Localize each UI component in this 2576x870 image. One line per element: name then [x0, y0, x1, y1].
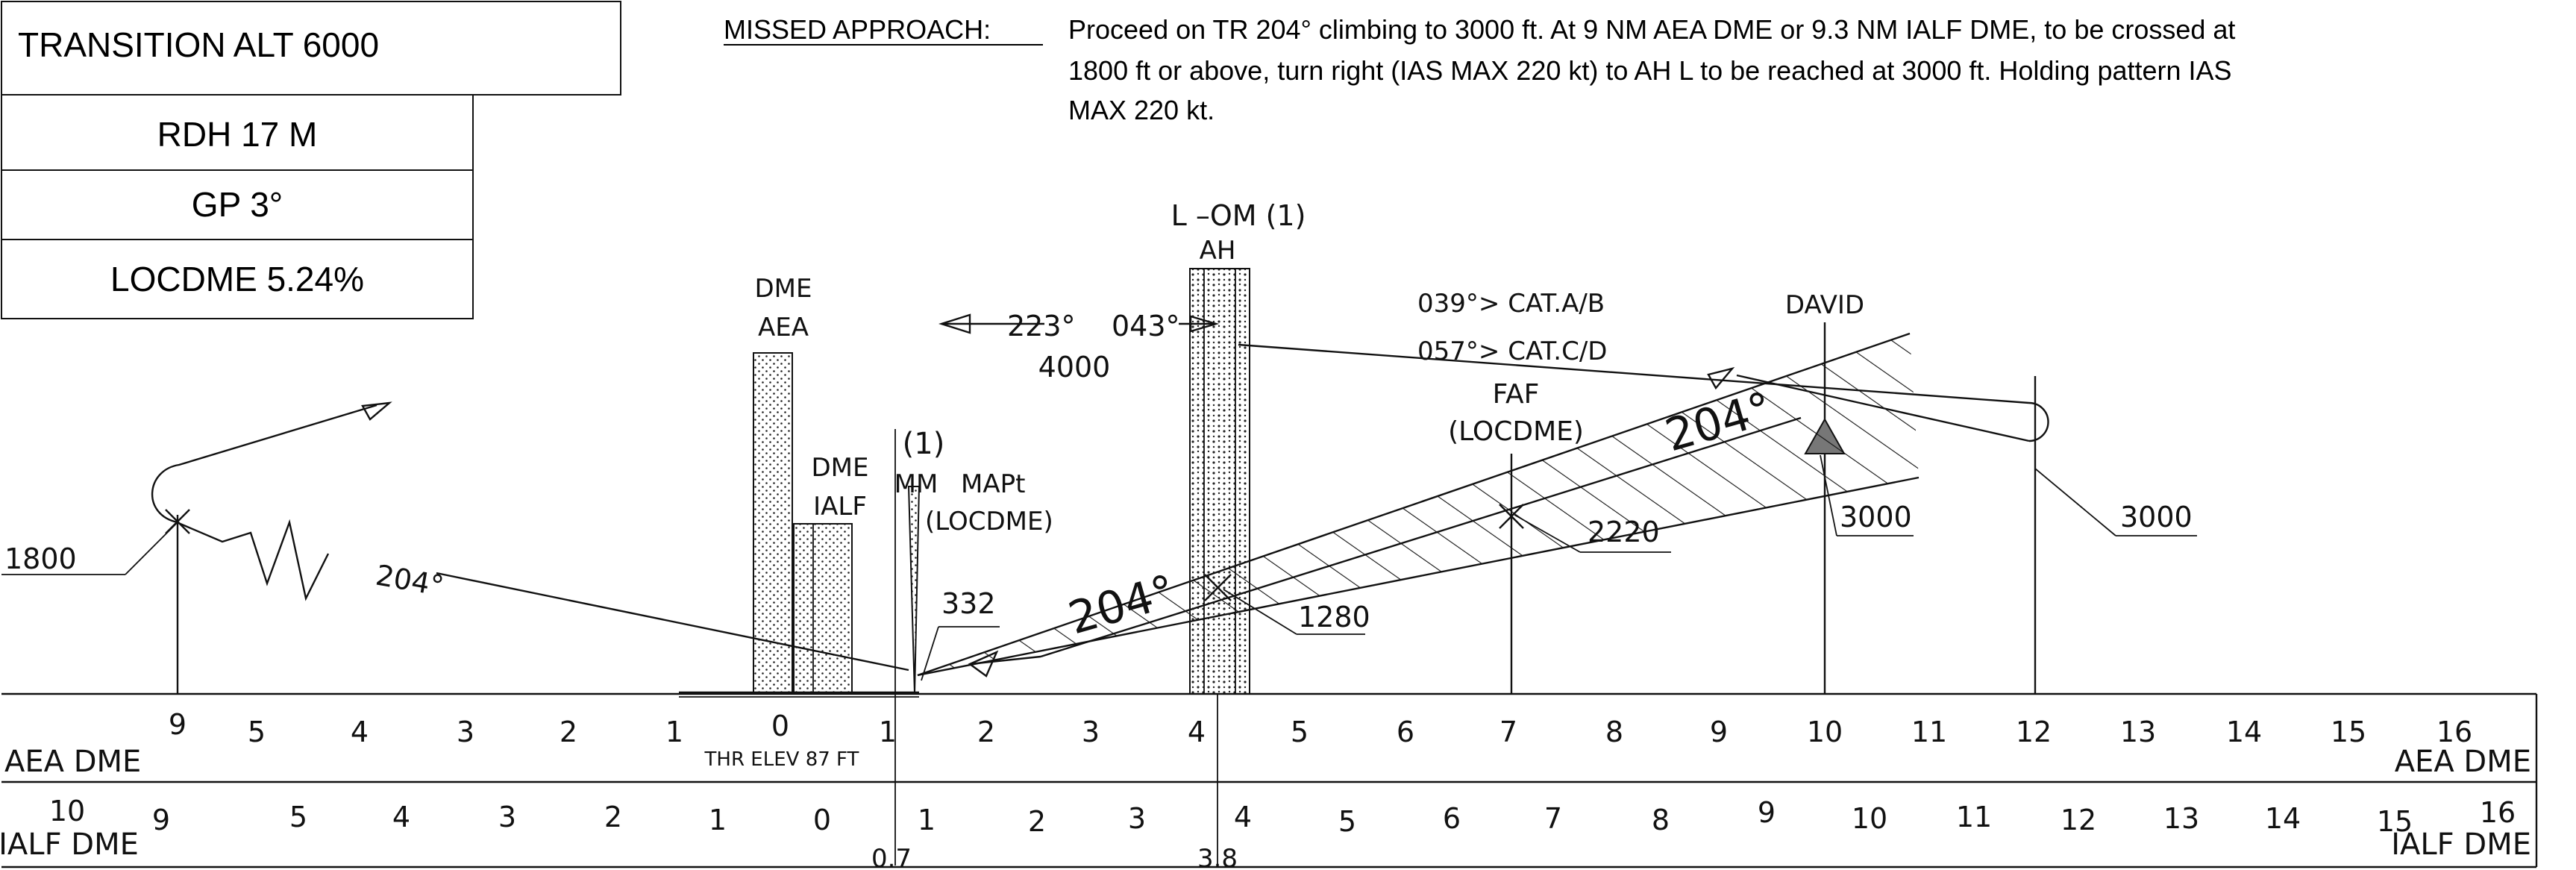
bottom-tick-label: 5 — [289, 801, 307, 833]
bottom-tick-label: 1 — [918, 804, 936, 836]
top-scale-name-right: AEA DME — [2395, 745, 2531, 779]
altitude-3000-label-b: 3000 — [2120, 501, 2193, 533]
top-tick-label: 6 — [1397, 716, 1414, 748]
top-tick-label: 2 — [560, 716, 577, 748]
faf-label: FAF — [1493, 379, 1540, 410]
profile-view: DME AEA DME IALF (1) MM MAPt (LOCDME) L … — [1, 199, 2197, 866]
altitude-332-label: 332 — [941, 587, 996, 620]
bottom-tick-label: 13 — [2163, 802, 2199, 835]
rdh-text: RDH 17 M — [157, 115, 318, 154]
top-scale-ticks: 9 5 4 3 2 1 0 1 2 3 4 5 6 7 8 9 10 11 12… — [169, 708, 2472, 748]
glidepath-text: GP 3° — [192, 185, 283, 224]
bottom-tick-label: 9 — [1758, 796, 1776, 829]
dme-aea-label-1: DME — [755, 274, 812, 304]
bottom-scale-name-right: IALF DME — [2391, 827, 2531, 862]
dme-ialf-label-1: DME — [812, 453, 869, 483]
bottom-tick-label: 2 — [1028, 805, 1046, 838]
top-tick-label: 12 — [2016, 716, 2052, 748]
dme-ialf-label-2: IALF — [813, 492, 867, 522]
holding-altitude-label: 4000 — [1038, 351, 1111, 384]
missed-approach-line-1: Proceed on TR 204° climbing to 3000 ft. … — [1068, 14, 2235, 45]
bottom-scale-name-left: IALF DME — [0, 827, 139, 862]
top-tick-label: 9 — [169, 708, 187, 741]
bottom-tick-label: 4 — [1234, 801, 1252, 833]
altitude-1800-label: 1800 — [4, 542, 77, 575]
bottom-tick-label: 3 — [1128, 802, 1146, 835]
om-label: L –OM (1) — [1171, 199, 1306, 232]
mm-marker-beam — [907, 486, 921, 695]
track-label-left: 204° — [373, 559, 446, 603]
mm-note-label: (1) — [903, 427, 945, 461]
transition-alt-text: TRANSITION ALT 6000 — [18, 25, 379, 64]
altitude-1280-label: 1280 — [1298, 601, 1370, 633]
bottom-tick-label: 16 — [2480, 796, 2516, 829]
bottom-scale-ticks: 10 9 5 4 3 2 1 0 1 2 3 4 5 6 7 8 9 10 11… — [49, 795, 2516, 838]
bottom-tick-label: 12 — [2061, 804, 2096, 836]
missed-approach-line-2: 1800 ft or above, turn right (IAS MAX 22… — [1068, 55, 2232, 86]
top-tick-label: 8 — [1605, 716, 1623, 748]
holding-outbound-label: 043° — [1112, 310, 1180, 342]
om-ident-label: AH — [1200, 236, 1236, 266]
top-tick-label: 1 — [879, 716, 897, 748]
faf-locdme-label: (LOCDME) — [1448, 416, 1584, 447]
mapt-locdme-label: (LOCDME) — [925, 507, 1053, 536]
top-tick-label: 0 — [771, 710, 789, 742]
cat-ab-label: 039°> CAT.A/B — [1417, 289, 1605, 319]
missed-approach-line-3: MAX 220 kt. — [1068, 95, 1215, 125]
bottom-tick-label: 6 — [1443, 802, 1461, 835]
dme-ialf-tower — [793, 523, 853, 695]
distance-scales: AEA DME AEA DME THR ELEV 87 FT 9 5 4 3 2… — [0, 692, 2538, 870]
bottom-tick-label: 4 — [392, 801, 410, 833]
top-tick-label: 3 — [457, 716, 474, 748]
missed-approach-label: MISSED APPROACH: — [724, 14, 991, 45]
top-tick-label: 11 — [1911, 716, 1947, 748]
bottom-tick-label: 0 — [813, 804, 831, 836]
bottom-tick-label: 5 — [1338, 805, 1356, 838]
dme-aea-label-2: AEA — [758, 313, 809, 342]
bottom-tick-label: 15 — [2377, 805, 2413, 838]
top-tick-label: 4 — [351, 716, 369, 748]
top-tick-label: 16 — [2436, 716, 2472, 748]
holding-inbound-label: 223° — [1007, 310, 1076, 342]
bottom-mark-3-8: 3.8 — [1197, 844, 1238, 870]
om-marker-beam — [1189, 268, 1250, 695]
top-tick-label: 5 — [1291, 716, 1309, 748]
bottom-tick-label: 2 — [604, 801, 622, 833]
top-tick-label: 9 — [1710, 716, 1728, 748]
bottom-tick-label: 10 — [1852, 802, 1887, 835]
top-tick-label: 1 — [665, 716, 683, 748]
david-fix-label: DAVID — [1785, 290, 1864, 320]
top-tick-label: 5 — [248, 716, 266, 748]
top-scale-name-left: AEA DME — [4, 745, 141, 779]
bottom-tick-label: 9 — [152, 804, 170, 836]
bottom-tick-label: 14 — [2265, 802, 2301, 835]
top-tick-label: 10 — [1807, 716, 1843, 748]
bottom-tick-label: 8 — [1652, 804, 1670, 836]
altitude-2220-label: 2220 — [1588, 516, 1660, 548]
top-tick-label: 14 — [2226, 716, 2262, 748]
top-tick-label: 3 — [1082, 716, 1100, 748]
top-tick-label: 13 — [2120, 716, 2156, 748]
mm-label: MM — [894, 469, 938, 499]
bottom-tick-label: 3 — [498, 801, 516, 833]
bottom-tick-label: 10 — [49, 795, 85, 827]
top-tick-label: 7 — [1499, 716, 1517, 748]
bottom-mark-0-7: 0.7 — [871, 844, 912, 870]
top-tick-label: 4 — [1188, 716, 1206, 748]
bottom-tick-label: 11 — [1956, 801, 1992, 833]
threshold-elevation-label: THR ELEV 87 FT — [704, 748, 859, 771]
bottom-tick-label: 7 — [1544, 802, 1562, 835]
info-boxes: TRANSITION ALT 6000 RDH 17 M GP 3° LOCDM… — [1, 1, 621, 319]
mapt-label: MAPt — [961, 469, 1025, 499]
top-tick-label: 15 — [2331, 716, 2366, 748]
dme-aea-tower — [753, 352, 793, 695]
bottom-tick-label: 1 — [709, 804, 727, 836]
cat-cd-label: 057°> CAT.C/D — [1417, 337, 1607, 366]
locdme-text: LOCDME 5.24% — [110, 260, 364, 298]
altitude-3000-label-a: 3000 — [1840, 501, 1912, 533]
top-tick-label: 2 — [977, 716, 995, 748]
missed-approach: MISSED APPROACH: Proceed on TR 204° clim… — [724, 14, 2235, 125]
